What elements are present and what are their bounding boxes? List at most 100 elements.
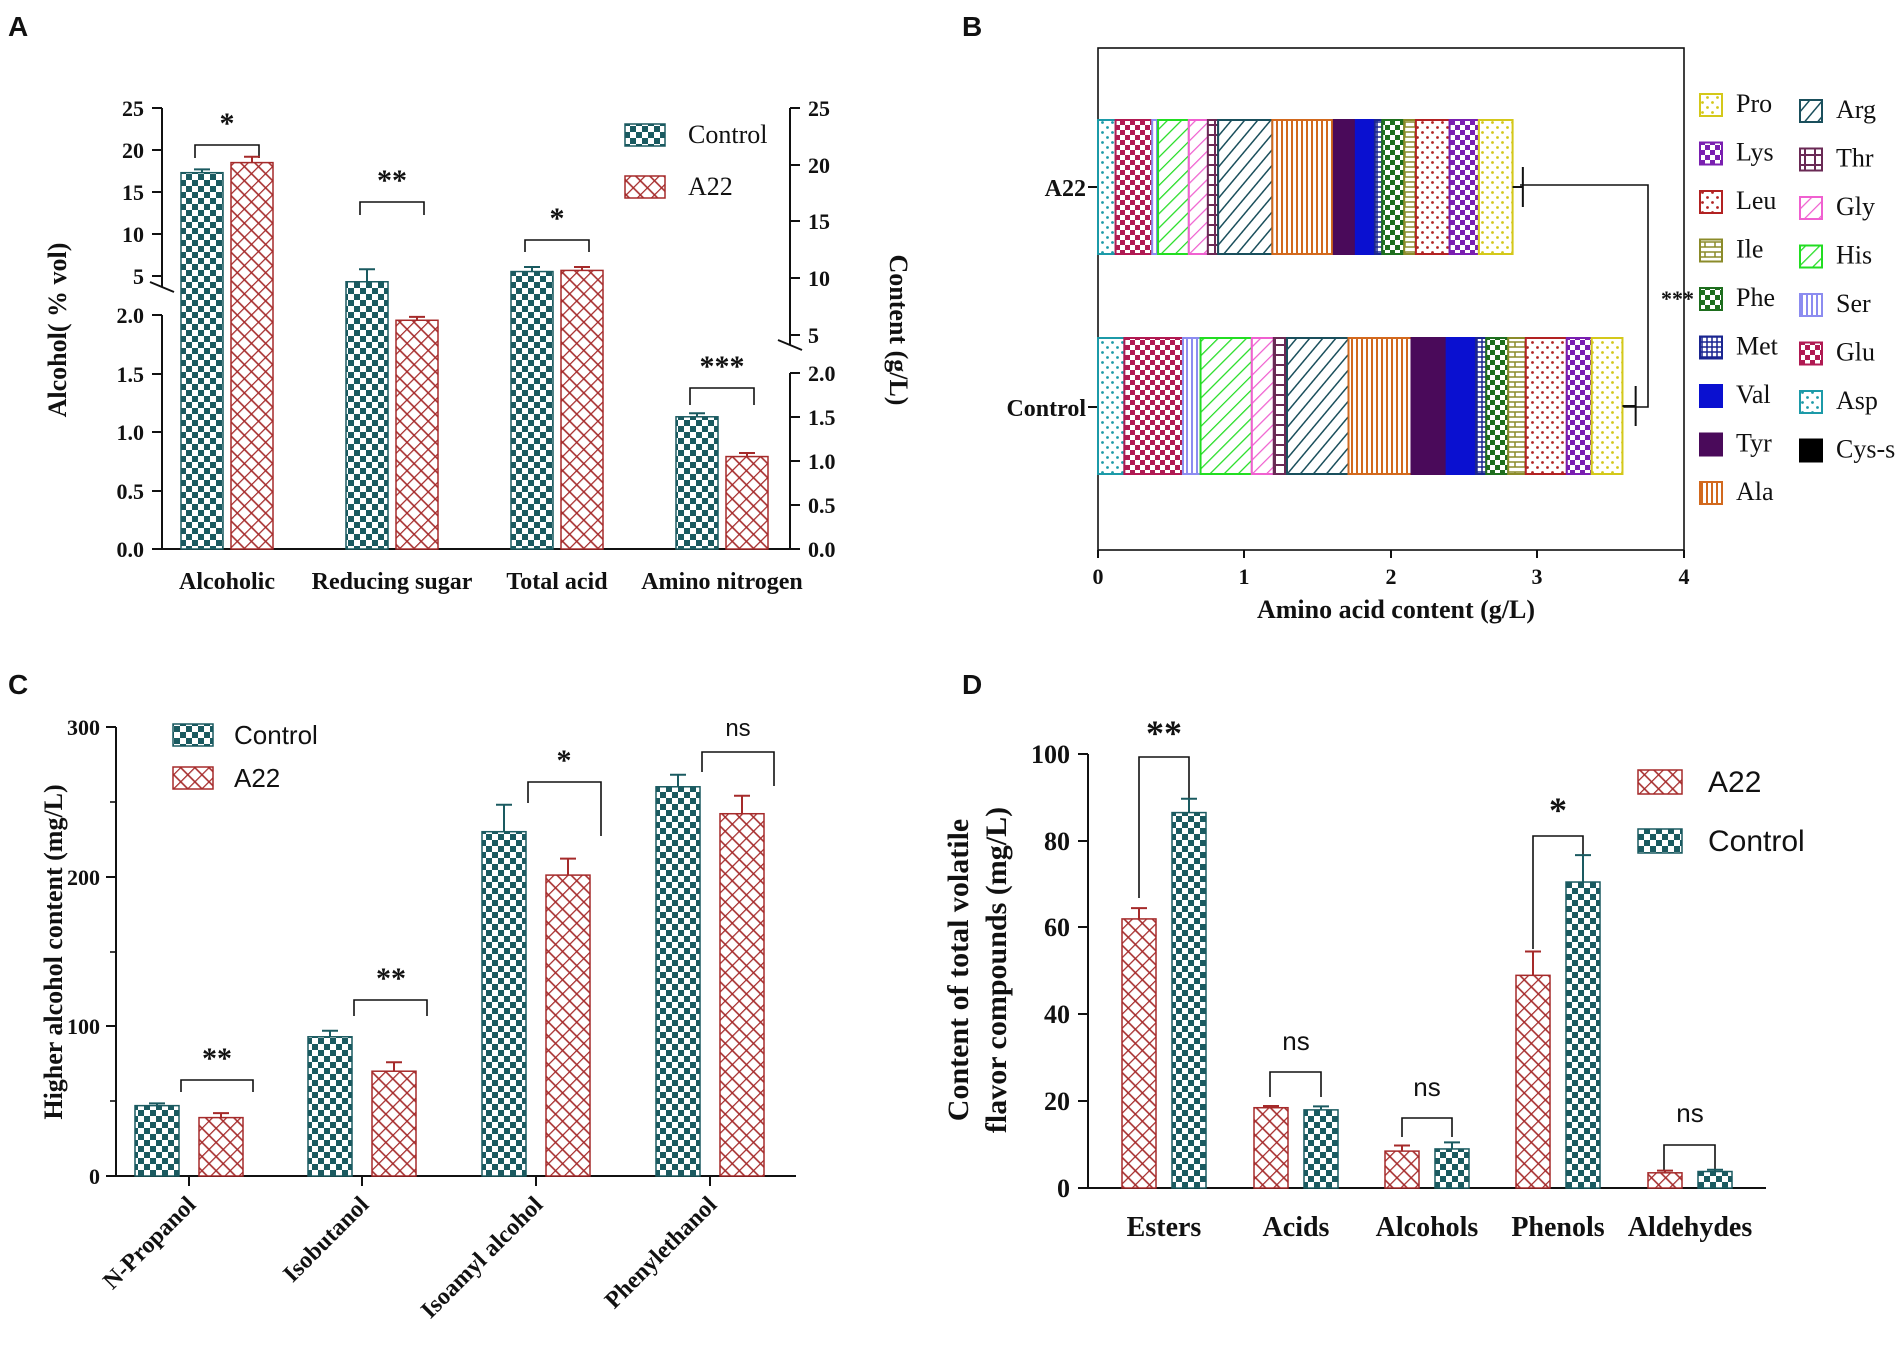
b-sig-label: *** bbox=[1661, 286, 1694, 311]
a-left-upper-tick: 25 bbox=[122, 96, 144, 121]
d-category-label: Esters bbox=[1127, 1212, 1202, 1243]
b-segment-asp bbox=[1097, 119, 1117, 255]
a-right-upper-tick: 15 bbox=[808, 209, 830, 234]
b-segment-arg bbox=[1217, 119, 1274, 255]
d-legend-label-a22: A22 bbox=[1708, 766, 1761, 799]
a-right-lower-tick: 1.5 bbox=[808, 405, 836, 430]
b-segment-ile bbox=[1403, 119, 1417, 255]
b-legend-label-his: His bbox=[1836, 241, 1872, 270]
a-right-upper-ticks: 25 20 15 10 5 bbox=[790, 96, 830, 348]
a-category-label: Total acid bbox=[506, 569, 608, 595]
panel-label-a: A bbox=[8, 11, 28, 42]
panel-label-b: B bbox=[962, 11, 982, 42]
a-bar-control bbox=[345, 280, 389, 550]
a-left-upper-tick: 10 bbox=[122, 222, 144, 247]
a-sig-bracket bbox=[359, 201, 425, 215]
c-sig-label: ** bbox=[376, 962, 406, 995]
d-category-label: Alcohols bbox=[1376, 1212, 1479, 1243]
c-legend-label-control: Control bbox=[234, 720, 318, 750]
c-bar-a22 bbox=[198, 1116, 244, 1177]
b-legend-swatch-asp bbox=[1799, 390, 1823, 414]
d-bar-control bbox=[1171, 811, 1207, 1189]
b-legend-swatch-his bbox=[1799, 244, 1823, 269]
c-error-bar bbox=[496, 803, 512, 832]
a-legend-label-a22: A22 bbox=[688, 172, 733, 201]
b-segment-phe bbox=[1485, 337, 1510, 475]
panel-d-chart: 100 80 60 40 20 0 Content of total volat… bbox=[942, 713, 1805, 1243]
a-error-bar bbox=[244, 155, 260, 163]
b-segment-his bbox=[1157, 119, 1190, 255]
c-bar-control bbox=[307, 1036, 353, 1177]
c-error-bar bbox=[213, 1112, 229, 1118]
a-left-upper-tick: 20 bbox=[122, 138, 144, 163]
a-left-upper-tick: 15 bbox=[122, 180, 144, 205]
b-legend-label-phe: Phe bbox=[1736, 283, 1775, 312]
c-error-bar bbox=[386, 1061, 402, 1072]
b-xlabel: Amino acid content (g/L) bbox=[1257, 595, 1535, 624]
d-sig-bracket bbox=[1663, 1144, 1716, 1171]
a-sig-bracket bbox=[524, 239, 590, 252]
c-bar-a22 bbox=[371, 1070, 417, 1177]
c-category-label: Isoamyl alcohol bbox=[416, 1192, 548, 1324]
b-error-bar bbox=[1622, 386, 1637, 426]
d-legend-swatch-a22 bbox=[1637, 769, 1683, 795]
b-x-tick: 3 bbox=[1532, 564, 1543, 589]
c-bar-control bbox=[655, 786, 701, 1177]
a-left-lower-tick: 0.5 bbox=[117, 479, 145, 504]
d-bar-control bbox=[1303, 1109, 1339, 1189]
d-bar-a22 bbox=[1384, 1150, 1420, 1189]
b-legend-swatch-arg bbox=[1799, 99, 1823, 123]
b-legend-swatch-pro bbox=[1699, 93, 1723, 117]
d-error-bar bbox=[1131, 907, 1147, 919]
c-error-bar bbox=[322, 1029, 338, 1037]
c-y-tick: 0 bbox=[89, 1164, 100, 1189]
b-legend-swatch-tyr bbox=[1699, 432, 1723, 457]
d-bar-a22 bbox=[1515, 974, 1551, 1189]
d-y-ticks: 100 80 60 40 20 0 bbox=[1031, 740, 1088, 1203]
a-error-bar bbox=[359, 268, 375, 282]
d-ylabel-line2: flavor compounds (mg/L) bbox=[980, 807, 1013, 1133]
a-legend-swatch-a22 bbox=[624, 175, 666, 199]
a-category-label: Reducing sugar bbox=[312, 569, 473, 595]
b-legend: Pro Lys Leu Ile Phe Met Val Tyr Ala Arg Thr Gly His S… bbox=[1699, 89, 1895, 506]
a-right-upper-tick: 5 bbox=[808, 323, 819, 348]
c-category-label: Phenylethanol bbox=[600, 1192, 722, 1314]
panel-label-c: C bbox=[8, 669, 28, 700]
b-x-tick: 1 bbox=[1239, 564, 1250, 589]
a-right-lower-tick: 1.0 bbox=[808, 449, 836, 474]
b-legend-swatch-ala bbox=[1699, 481, 1723, 505]
d-sig-label: ** bbox=[1146, 713, 1182, 753]
a-category-label: Amino nitrogen bbox=[641, 569, 803, 595]
c-bar-a22 bbox=[545, 874, 591, 1177]
b-segment-asp bbox=[1097, 337, 1126, 475]
d-bar-a22 bbox=[1647, 1172, 1683, 1189]
b-segment-glu bbox=[1123, 337, 1184, 475]
b-segment-ala bbox=[1271, 119, 1335, 255]
b-segment-arg bbox=[1285, 337, 1350, 475]
d-sig-bracket bbox=[1138, 756, 1190, 898]
b-x-tick: 2 bbox=[1386, 564, 1397, 589]
b-segment-tyr bbox=[1410, 337, 1448, 475]
a-category-label: Alcoholic bbox=[179, 569, 275, 595]
b-legend-label-met: Met bbox=[1736, 332, 1779, 361]
c-sig-bracket bbox=[527, 781, 602, 836]
b-segment-lys bbox=[1565, 337, 1593, 475]
b-segment-leu bbox=[1414, 119, 1451, 255]
d-error-bar bbox=[1181, 797, 1197, 813]
b-legend-label-leu: Leu bbox=[1736, 186, 1776, 215]
b-segment-gly bbox=[1187, 119, 1209, 255]
b-segment-his bbox=[1199, 337, 1253, 475]
c-sig-label: ns bbox=[725, 715, 750, 742]
d-sig-bracket bbox=[1269, 1071, 1322, 1097]
a-bar-control bbox=[180, 171, 224, 550]
c-sig-label: ** bbox=[202, 1042, 232, 1075]
b-legend-swatch-leu bbox=[1699, 190, 1723, 214]
d-ylabel-line1: Content of total volatile bbox=[942, 819, 975, 1121]
d-bar-control bbox=[1434, 1148, 1470, 1189]
d-y-tick: 100 bbox=[1031, 740, 1070, 769]
d-legend-label-control: Control bbox=[1708, 825, 1805, 858]
b-x-ticks: 0 1 2 3 4 bbox=[1093, 550, 1690, 589]
c-bar-control bbox=[134, 1104, 180, 1177]
d-bar-a22 bbox=[1253, 1106, 1289, 1189]
